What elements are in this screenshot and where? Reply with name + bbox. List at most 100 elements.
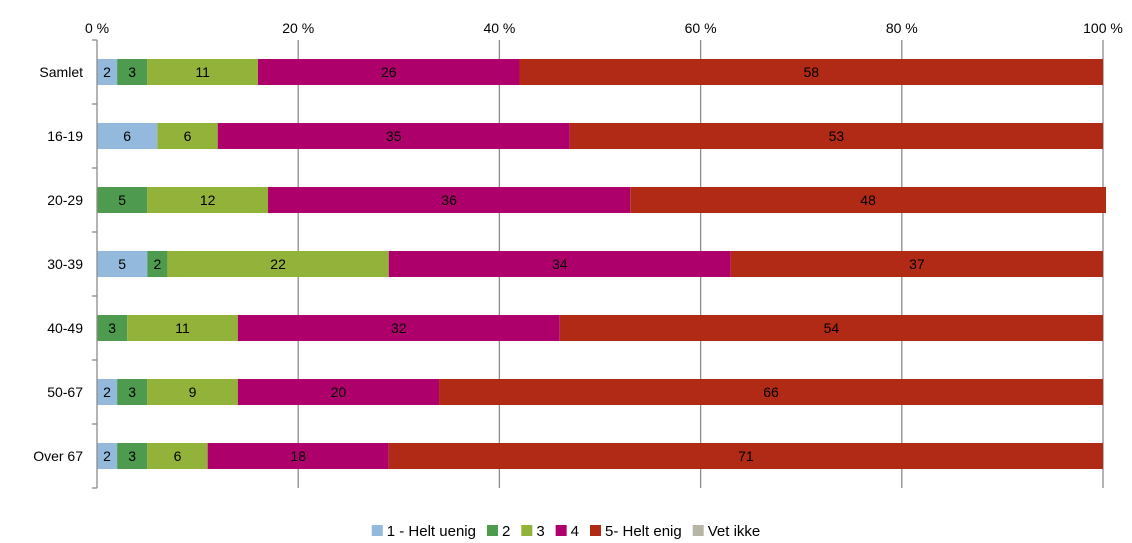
data-label: 66 bbox=[763, 384, 779, 400]
bar-segment bbox=[207, 443, 389, 469]
data-label: 6 bbox=[123, 128, 131, 144]
category-label: 20-29 bbox=[47, 192, 83, 208]
data-label: 6 bbox=[184, 128, 192, 144]
bar-segment bbox=[439, 379, 1103, 405]
data-label: 20 bbox=[331, 384, 347, 400]
x-tick-label: 0 % bbox=[85, 20, 109, 36]
bar-segment bbox=[167, 251, 389, 277]
bar-segment bbox=[97, 379, 118, 405]
legend-item: 4 bbox=[555, 523, 579, 540]
category-label: 40-49 bbox=[47, 320, 83, 336]
x-tick-label: 20 % bbox=[282, 20, 314, 36]
data-label: 26 bbox=[381, 64, 397, 80]
data-label: 37 bbox=[909, 256, 925, 272]
legend-swatch bbox=[692, 525, 704, 536]
data-label: 3 bbox=[128, 384, 136, 400]
bar-segment bbox=[147, 379, 238, 405]
category-label: 50-67 bbox=[47, 384, 83, 400]
legend-item: 1 - Helt uenig bbox=[371, 523, 476, 540]
bar-segment bbox=[97, 251, 148, 277]
data-label: 6 bbox=[174, 448, 182, 464]
legend-label: 2 bbox=[502, 523, 510, 540]
bar-segment bbox=[569, 123, 1103, 149]
data-label: 2 bbox=[103, 384, 111, 400]
x-tick-label: 100 % bbox=[1083, 20, 1123, 36]
bar-segment bbox=[217, 123, 570, 149]
data-label: 12 bbox=[200, 192, 216, 208]
bar-segment bbox=[630, 187, 1107, 213]
bar-segment bbox=[127, 315, 238, 341]
bar-segment bbox=[147, 443, 208, 469]
bar-segment bbox=[519, 59, 1103, 85]
legend-item: 3 bbox=[521, 523, 545, 540]
category-label: 30-39 bbox=[47, 256, 83, 272]
data-label: 22 bbox=[270, 256, 286, 272]
legend-item: Vet ikke bbox=[692, 523, 761, 540]
legend-swatch bbox=[371, 525, 383, 536]
bar-segment bbox=[97, 123, 158, 149]
bar-segment bbox=[97, 187, 148, 213]
data-label: 71 bbox=[738, 448, 754, 464]
data-label: 2 bbox=[103, 64, 111, 80]
bar-segment bbox=[268, 187, 631, 213]
data-label: 58 bbox=[803, 64, 819, 80]
legend-swatch bbox=[555, 525, 567, 536]
data-label: 3 bbox=[128, 448, 136, 464]
bar-segment bbox=[97, 315, 128, 341]
legend-item: 5- Helt enig bbox=[590, 523, 682, 540]
legend-label: 4 bbox=[571, 523, 579, 540]
legend-swatch bbox=[521, 525, 533, 536]
legend-item: 2 bbox=[486, 523, 510, 540]
legend-label: 5- Helt enig bbox=[605, 523, 682, 540]
bar-segment bbox=[117, 59, 148, 85]
data-label: 18 bbox=[290, 448, 306, 464]
bar-segment bbox=[237, 379, 440, 405]
bar-segment bbox=[97, 443, 118, 469]
data-label: 35 bbox=[386, 128, 402, 144]
data-label: 54 bbox=[824, 320, 840, 336]
category-label: Samlet bbox=[39, 64, 83, 80]
legend-label: Vet ikke bbox=[708, 523, 761, 540]
legend: 1 - Helt uenig 2 3 4 5- Helt enig Vet ikke bbox=[371, 523, 761, 540]
legend-label: 1 - Helt uenig bbox=[387, 523, 476, 540]
data-label: 3 bbox=[128, 64, 136, 80]
legend-label: 3 bbox=[536, 523, 544, 540]
x-tick-label: 40 % bbox=[483, 20, 515, 36]
x-tick-label: 80 % bbox=[886, 20, 918, 36]
data-label: 32 bbox=[391, 320, 407, 336]
bars: 2 3 11 26 586 6 35 535 12 36 485 2 22 34 373 11 32 542 3 9 2… bbox=[97, 59, 1107, 469]
data-label: 5 bbox=[118, 192, 126, 208]
legend-swatch bbox=[486, 525, 498, 536]
data-label: 9 bbox=[189, 384, 197, 400]
data-label: 34 bbox=[552, 256, 568, 272]
axes: 0 % 20 % 40 % 60 % 80 % 100 % Samlet 16-19 20-29… bbox=[33, 20, 1123, 489]
bar-segment bbox=[237, 315, 560, 341]
bar-segment bbox=[388, 443, 1103, 469]
data-label: 2 bbox=[153, 256, 161, 272]
bar-segment bbox=[730, 251, 1103, 277]
data-label: 36 bbox=[441, 192, 457, 208]
data-label: 48 bbox=[860, 192, 876, 208]
bar-segment bbox=[147, 187, 269, 213]
data-label: 3 bbox=[108, 320, 116, 336]
data-label: 11 bbox=[195, 64, 210, 80]
bar-segment bbox=[559, 315, 1103, 341]
data-label: 53 bbox=[829, 128, 845, 144]
bar-segment bbox=[147, 59, 258, 85]
bar-segment bbox=[388, 251, 731, 277]
category-label: 16-19 bbox=[47, 128, 83, 144]
bar-segment bbox=[117, 443, 148, 469]
bar-segment bbox=[147, 251, 168, 277]
data-label: 2 bbox=[103, 448, 111, 464]
category-label: Over 67 bbox=[33, 448, 83, 464]
bar-segment bbox=[157, 123, 218, 149]
data-label: 5 bbox=[118, 256, 126, 272]
x-tick-label: 60 % bbox=[685, 20, 717, 36]
data-label: 11 bbox=[175, 320, 190, 336]
legend-swatch bbox=[590, 525, 601, 536]
bar-segment bbox=[97, 59, 118, 85]
bar-segment bbox=[117, 379, 148, 405]
bar-segment bbox=[257, 59, 520, 85]
